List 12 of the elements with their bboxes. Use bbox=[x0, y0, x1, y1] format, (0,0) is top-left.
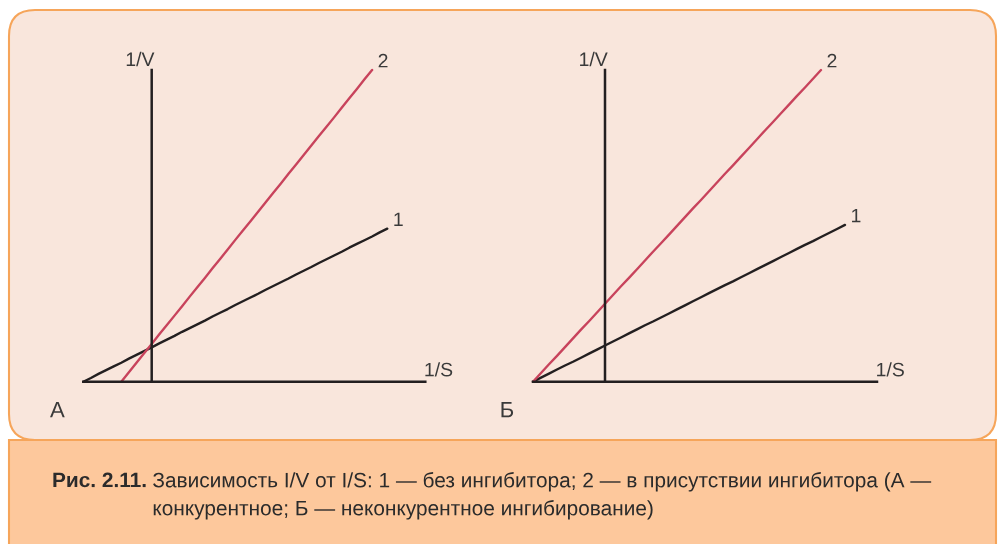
x-axis-title: 1/S bbox=[425, 362, 453, 377]
text: Зависимость I/V от I/S: 1 — без ингибитора; 2 — в присутствии ингибитора (А — конкурентное; Б — неконкурентное ингибирование) bbox=[153, 472, 932, 520]
text: Рис. 2.11. bbox=[53, 472, 146, 488]
series-label: 2 bbox=[378, 53, 388, 68]
text: А bbox=[50, 401, 65, 418]
y-axis-title: 1/V bbox=[580, 51, 608, 67]
series-label: 2 bbox=[827, 53, 837, 68]
x-axis-title: 1/S bbox=[877, 362, 904, 377]
series-label: 1 bbox=[852, 208, 861, 223]
y-axis-title: 1/V bbox=[126, 51, 155, 67]
series-label: 1 bbox=[394, 212, 403, 227]
text: Б bbox=[501, 401, 514, 418]
